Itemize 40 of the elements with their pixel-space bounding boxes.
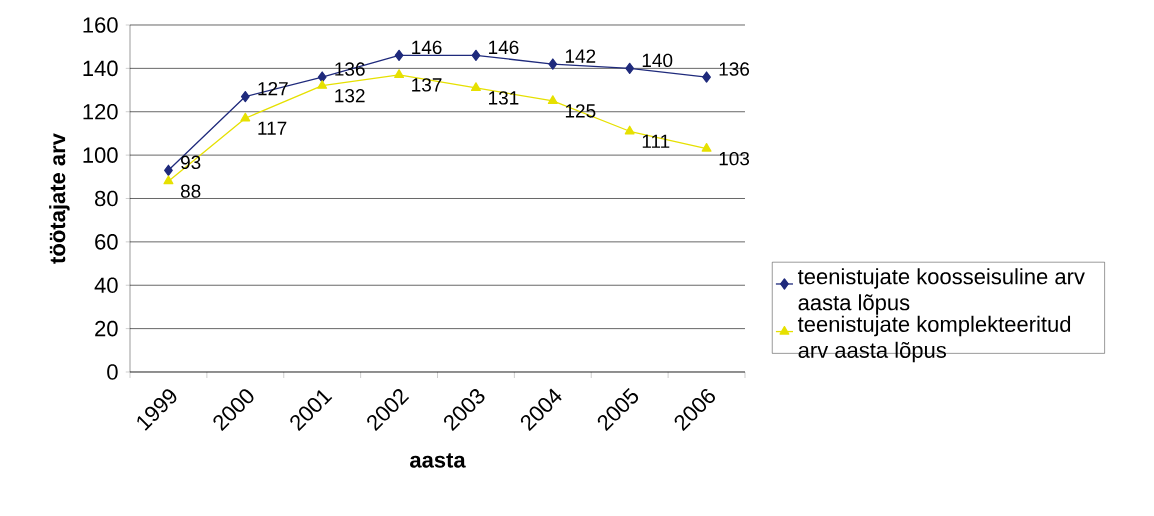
point — [701, 142, 712, 152]
point — [164, 164, 173, 176]
point — [702, 71, 711, 83]
point — [625, 62, 635, 75]
x-axis-title: aasta — [410, 453, 466, 468]
point — [317, 71, 327, 83]
point — [624, 125, 635, 135]
y-tick-label: 140 — [83, 60, 118, 77]
y-tick-label: 100 — [83, 147, 118, 163]
point — [548, 58, 558, 70]
legend-label: teenistujate komplekteeritud arv aasta lõpus — [797, 315, 1071, 363]
data-label: 88 — [180, 184, 201, 198]
point — [240, 90, 250, 103]
data-label: 132 — [335, 88, 365, 103]
y-tick-label: 0 — [107, 364, 118, 380]
data-label: 142 — [565, 49, 596, 63]
y-tick-label: 80 — [95, 190, 118, 207]
data-label: 136 — [719, 62, 750, 76]
point — [240, 112, 251, 122]
data-label: 117 — [258, 121, 287, 135]
y-tick-label: 60 — [95, 234, 118, 250]
point — [163, 175, 174, 185]
point — [470, 82, 481, 92]
data-label: 140 — [642, 53, 673, 68]
point — [394, 49, 404, 62]
point — [471, 49, 481, 62]
y-axis-title: töötajate arv — [49, 133, 70, 264]
data-label: 146 — [489, 40, 519, 55]
y-tick-label: 160 — [83, 17, 118, 33]
data-label: 103 — [719, 151, 750, 166]
point — [547, 95, 558, 105]
y-tick-label: 40 — [94, 277, 118, 294]
data-label: 131 — [489, 91, 519, 105]
y-tick-label: 120 — [83, 103, 118, 120]
point — [317, 80, 328, 89]
data-label: 146 — [412, 40, 442, 55]
point — [394, 69, 405, 79]
data-label: 137 — [412, 78, 442, 92]
y-tick-label: 20 — [95, 320, 118, 337]
data-label: 111 — [642, 134, 670, 148]
